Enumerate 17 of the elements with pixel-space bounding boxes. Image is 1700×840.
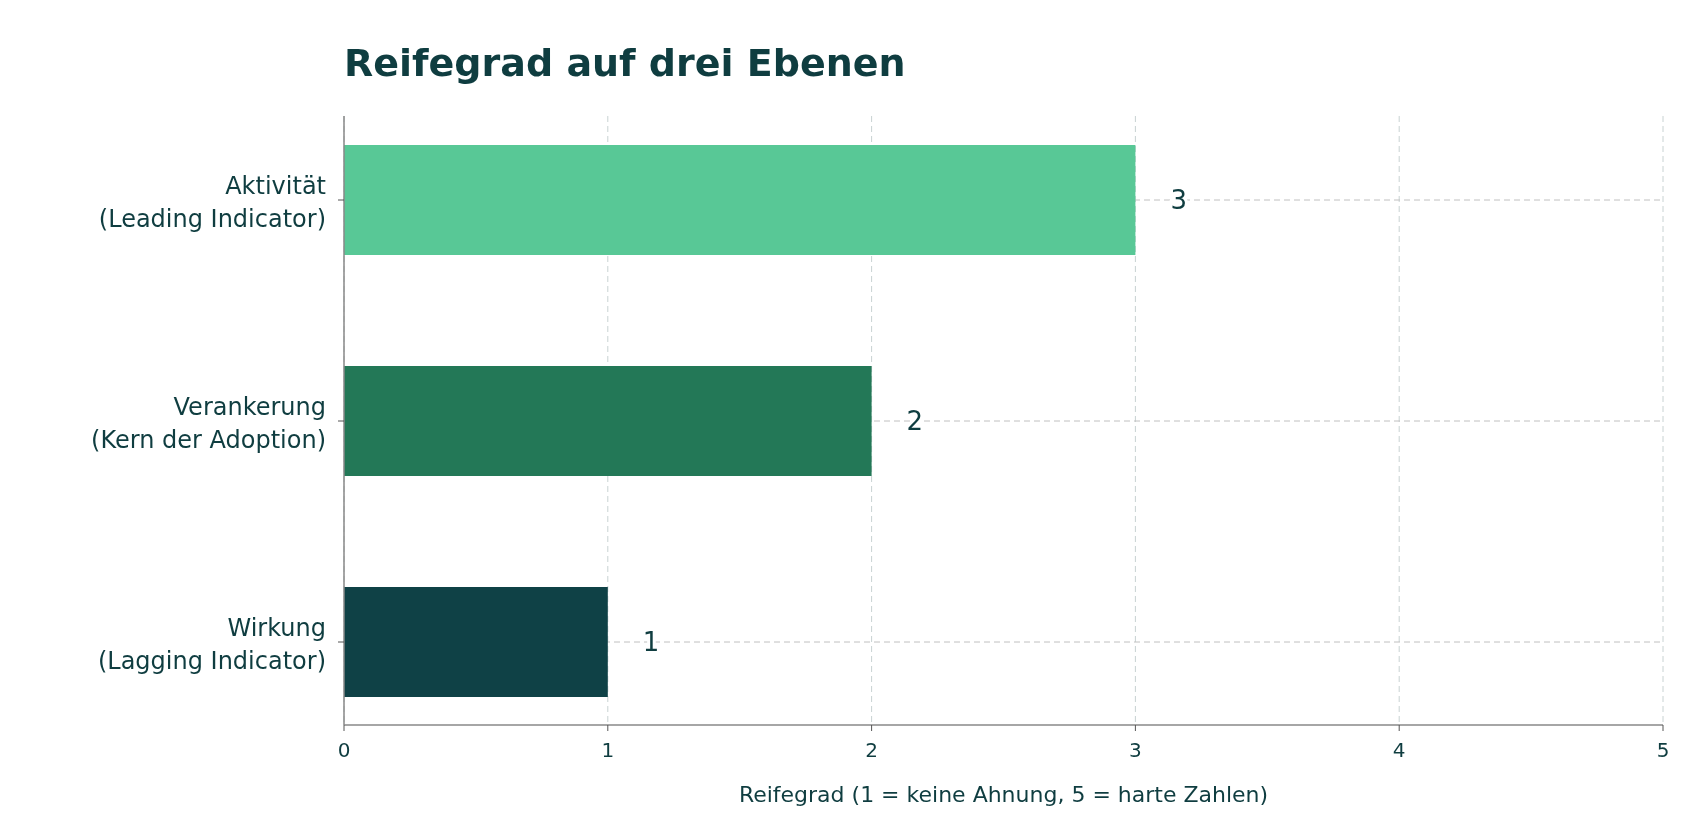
x-tick-label: 5	[1656, 738, 1670, 762]
x-tick-label: 4	[1392, 738, 1406, 762]
y-tick-label: Verankerung (Kern der Adoption)	[91, 393, 326, 454]
data-label: 3	[1170, 185, 1187, 215]
x-tick-label: 0	[337, 738, 351, 762]
data-label: 1	[642, 627, 660, 657]
x-tick-label: 1	[601, 738, 615, 762]
bar	[344, 145, 1136, 255]
x-tick-label: 3	[1129, 738, 1142, 762]
data-label: 2	[906, 406, 924, 436]
x-axis-title: Reifegrad (1 = keine Ahnung, 5 = harte Zahlen)	[738, 782, 1269, 807]
chart-title: Reifegrad auf drei Ebenen	[344, 41, 906, 85]
y-tick-label: Wirkung (Lagging Indicator)	[97, 614, 326, 675]
x-tick-label: 2	[865, 738, 878, 762]
bar	[344, 587, 608, 697]
bar	[344, 366, 872, 476]
y-tick-label: Aktivität (Leading Indicator)	[98, 172, 326, 233]
